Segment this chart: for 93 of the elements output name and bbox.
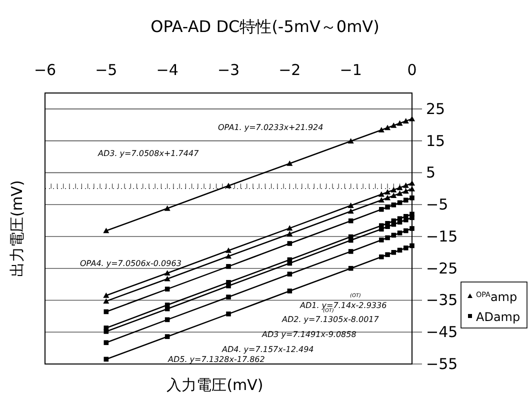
annotation: OPA1. y=7.0233x+21.924 xyxy=(218,123,324,132)
point xyxy=(164,205,170,211)
point xyxy=(396,190,403,196)
y-axis-title: 出力電圧(mV) xyxy=(8,180,26,277)
point xyxy=(226,253,232,259)
x-tick-label: −6 xyxy=(34,61,56,79)
y-tick-label: −55 xyxy=(426,355,458,373)
x-tick-label: −1 xyxy=(340,61,362,79)
point xyxy=(286,230,293,236)
point xyxy=(379,254,384,260)
point xyxy=(396,184,403,190)
x-tick-label: −5 xyxy=(95,61,118,79)
point xyxy=(287,241,292,246)
point xyxy=(103,298,110,304)
x-tick-label: −2 xyxy=(278,61,301,79)
point xyxy=(390,192,397,198)
point xyxy=(226,264,231,269)
point xyxy=(287,272,292,276)
annotation: AD2. y=7.1305x-8.0017 xyxy=(281,315,380,324)
point xyxy=(226,248,232,253)
point xyxy=(226,182,232,188)
chart-title: OPA-AD DC特性(-5mV～0mV) xyxy=(150,17,380,36)
point xyxy=(403,246,408,250)
point xyxy=(390,186,397,192)
point xyxy=(104,340,109,346)
point xyxy=(397,230,402,236)
point xyxy=(379,226,384,232)
point xyxy=(384,189,391,195)
x-tick-label: −4 xyxy=(156,61,178,79)
point xyxy=(348,249,354,254)
point xyxy=(348,202,354,208)
point xyxy=(348,138,354,144)
y-tick-label: −25 xyxy=(426,259,458,278)
point xyxy=(164,276,170,282)
x-tick-label: −3 xyxy=(217,61,240,79)
annotation: AD4. y=7.157x-12.494 xyxy=(221,345,314,354)
y-tick-label: 15 xyxy=(426,132,446,150)
point xyxy=(403,198,408,203)
point xyxy=(104,329,109,334)
y-tick-label: −45 xyxy=(426,323,458,342)
point xyxy=(402,118,409,124)
point xyxy=(410,226,414,231)
legend-label: ADamp xyxy=(476,310,520,324)
annotation: AD3 y=7.1491x-9.0858 xyxy=(261,330,356,339)
point xyxy=(379,206,384,212)
y-tick-label: 25 xyxy=(426,100,446,118)
point xyxy=(384,124,391,130)
point xyxy=(410,195,414,200)
point xyxy=(410,215,414,220)
x-axis-title: 入力電圧(mV) xyxy=(166,376,264,394)
point xyxy=(390,122,397,128)
point xyxy=(402,182,409,188)
y-tick-label: −5 xyxy=(426,196,448,214)
point xyxy=(378,191,384,197)
point xyxy=(410,243,414,248)
point xyxy=(348,208,354,214)
point xyxy=(402,188,409,194)
y-tick-label: 5 xyxy=(426,164,436,182)
point xyxy=(385,252,390,258)
point xyxy=(385,204,390,210)
point xyxy=(164,334,170,339)
point xyxy=(287,288,292,294)
point xyxy=(103,292,110,298)
point xyxy=(384,194,391,200)
point xyxy=(286,160,293,166)
y-tick-label: −35 xyxy=(426,291,458,310)
point xyxy=(348,266,354,271)
point xyxy=(164,270,170,276)
point xyxy=(378,197,384,203)
annotation: AD3. y=7.0508x+1.7447 xyxy=(97,149,200,158)
annotation: AD1. y=7.14x-2.9336 xyxy=(299,301,387,310)
y-tick-label: −15 xyxy=(426,227,458,246)
point xyxy=(385,235,390,240)
point xyxy=(226,283,231,288)
point xyxy=(403,228,408,234)
point xyxy=(103,228,110,234)
annotation: OPA4. y=7.0506x-0.0963 xyxy=(80,259,182,268)
point xyxy=(378,126,384,132)
point xyxy=(286,225,293,231)
point xyxy=(396,120,403,126)
point xyxy=(403,217,408,222)
legend-label: $^{OPA}$amp xyxy=(476,290,518,304)
point xyxy=(391,222,396,227)
point xyxy=(385,224,390,229)
point xyxy=(164,286,170,292)
point xyxy=(226,312,231,316)
point xyxy=(391,250,396,255)
point xyxy=(379,238,384,242)
point xyxy=(397,220,402,225)
point xyxy=(391,202,396,208)
point xyxy=(226,294,231,300)
x-tick-label: 0 xyxy=(407,61,417,79)
annotation: AD5. y=7.1328x-17.862 xyxy=(167,355,265,364)
